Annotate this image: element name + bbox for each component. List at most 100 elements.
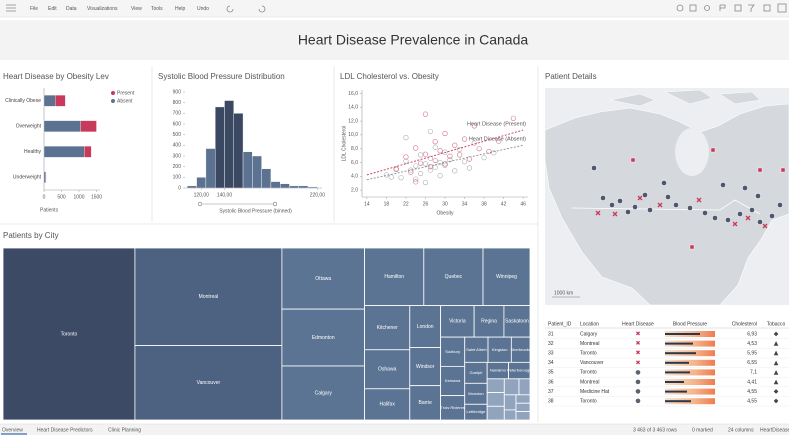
category-label: Overweight (16, 124, 42, 130)
treemap-cell[interactable] (440, 336, 466, 367)
table-header[interactable]: Location (580, 321, 599, 327)
toolbar-icons (6, 3, 787, 13)
table-cell: ● (635, 398, 640, 405)
menu-item[interactable]: File (30, 6, 38, 12)
treemap-cell[interactable] (515, 402, 531, 413)
bar (43, 171, 46, 184)
treemap-cell[interactable] (134, 247, 283, 346)
tab[interactable]: Clinic Planning (108, 427, 141, 433)
menu-item[interactable]: Help (175, 6, 186, 12)
y-tick-label: 600 (173, 121, 182, 127)
treemap-label: Ottawa (315, 276, 331, 282)
treemap-label: Kingston (492, 347, 508, 352)
treemap-cell[interactable] (364, 247, 425, 306)
scatter-point (413, 176, 419, 182)
table-cell: Toronto (580, 399, 597, 405)
treemap-cell[interactable] (503, 394, 517, 411)
table-cell: 37 (548, 389, 554, 395)
treemap-cell[interactable] (2, 247, 136, 421)
table-cell: Toronto (580, 370, 597, 376)
scatter-point (398, 175, 404, 181)
scatter-point (510, 115, 516, 121)
scatter-point (422, 161, 429, 167)
table-header[interactable]: Patient_ID (548, 321, 572, 327)
treemap-cell[interactable] (486, 405, 505, 421)
scatter-point (427, 128, 433, 135)
menu-item[interactable]: Undo (197, 6, 209, 12)
table-header[interactable]: Blood Pressure (673, 321, 707, 327)
x-tick-label: 220,00 (310, 192, 326, 198)
panel-title: Patient Details (545, 72, 597, 81)
table-header[interactable]: Tobacco (767, 321, 786, 327)
treemap-cell[interactable] (515, 394, 531, 404)
map-islands (609, 89, 761, 107)
scatter-point (471, 123, 477, 129)
treemap-cell[interactable] (503, 409, 517, 421)
table-cell: ✖ (635, 331, 640, 338)
legend-label[interactable]: Present (117, 90, 135, 96)
treemap-cell[interactable] (473, 305, 505, 338)
menu-item[interactable]: Visualizations (87, 6, 118, 12)
histogram-bar (233, 113, 244, 189)
table-cell: ● (635, 369, 640, 376)
table-cell: 4,53 (747, 341, 757, 347)
bottom-bar (0, 424, 789, 435)
table-cell: 7,1 (750, 370, 757, 376)
table-cell: 33 (548, 351, 554, 357)
treemap-cell[interactable] (281, 308, 365, 367)
treemap-cell[interactable] (364, 349, 411, 390)
treemap-label: Kelowna (445, 378, 461, 383)
scatter-point (417, 152, 424, 158)
tab[interactable]: Overview (2, 427, 23, 433)
treemap-label: Saskatoon (505, 319, 529, 325)
legend-label[interactable]: Absent (117, 98, 133, 104)
treemap-cell[interactable] (486, 378, 505, 393)
scatter-point (432, 144, 438, 150)
treemap-cell[interactable] (364, 388, 411, 421)
y-tick-label: 2,0 (351, 187, 358, 193)
treemap-cell[interactable] (518, 378, 531, 396)
menu-item[interactable]: Tools (151, 6, 163, 12)
treemap-cell[interactable] (440, 365, 466, 397)
treemap-cell[interactable] (503, 378, 520, 396)
table-header[interactable]: Heart Disease (622, 321, 654, 327)
scatter-point (447, 157, 453, 163)
scatter-point (481, 155, 487, 161)
treemap-cell[interactable] (409, 305, 442, 348)
treemap-label: Edmonton (312, 335, 335, 341)
treemap-cell[interactable] (515, 411, 531, 421)
treemap-cell[interactable] (440, 395, 466, 421)
treemap-cell[interactable] (134, 345, 283, 421)
menu-item[interactable]: Data (66, 6, 77, 12)
y-tick-label: 800 (173, 100, 182, 106)
category-label: Underweight (13, 175, 42, 181)
scatter-point (403, 158, 409, 164)
scatter-point (447, 153, 453, 159)
treemap-cell[interactable] (486, 392, 505, 407)
panel-title: Systolic Blood Pressure Distribution (158, 72, 285, 81)
treemap-label: Saint Albert (466, 347, 487, 352)
table-cell: 6,55 (747, 360, 757, 366)
treemap-label: Barrie (419, 400, 433, 406)
menu-item[interactable]: Edit (48, 6, 57, 12)
treemap-cell[interactable] (409, 347, 442, 387)
treemap-cell[interactable] (409, 385, 442, 421)
table-cell: ▲ (774, 369, 779, 376)
y-tick-label: 500 (173, 132, 182, 138)
table-cell: 34 (548, 360, 554, 366)
y-tick-label: 8,0 (351, 146, 358, 152)
scatter-point (491, 150, 497, 156)
scatter-point (442, 162, 448, 168)
treemap-cell[interactable] (364, 305, 411, 351)
menu-item[interactable]: View (131, 6, 142, 12)
table-header[interactable]: Cholesterol (732, 321, 757, 327)
tab[interactable]: Heart Disease Predictors (37, 427, 93, 433)
scatter-point (432, 157, 438, 164)
treemap-label: Kitchener (377, 325, 398, 331)
scatter-point (457, 152, 463, 158)
table-cell: 4,55 (747, 399, 757, 405)
scatter-point (388, 174, 394, 180)
table-cell: ◆ (774, 331, 779, 338)
bp-bar (665, 361, 689, 364)
